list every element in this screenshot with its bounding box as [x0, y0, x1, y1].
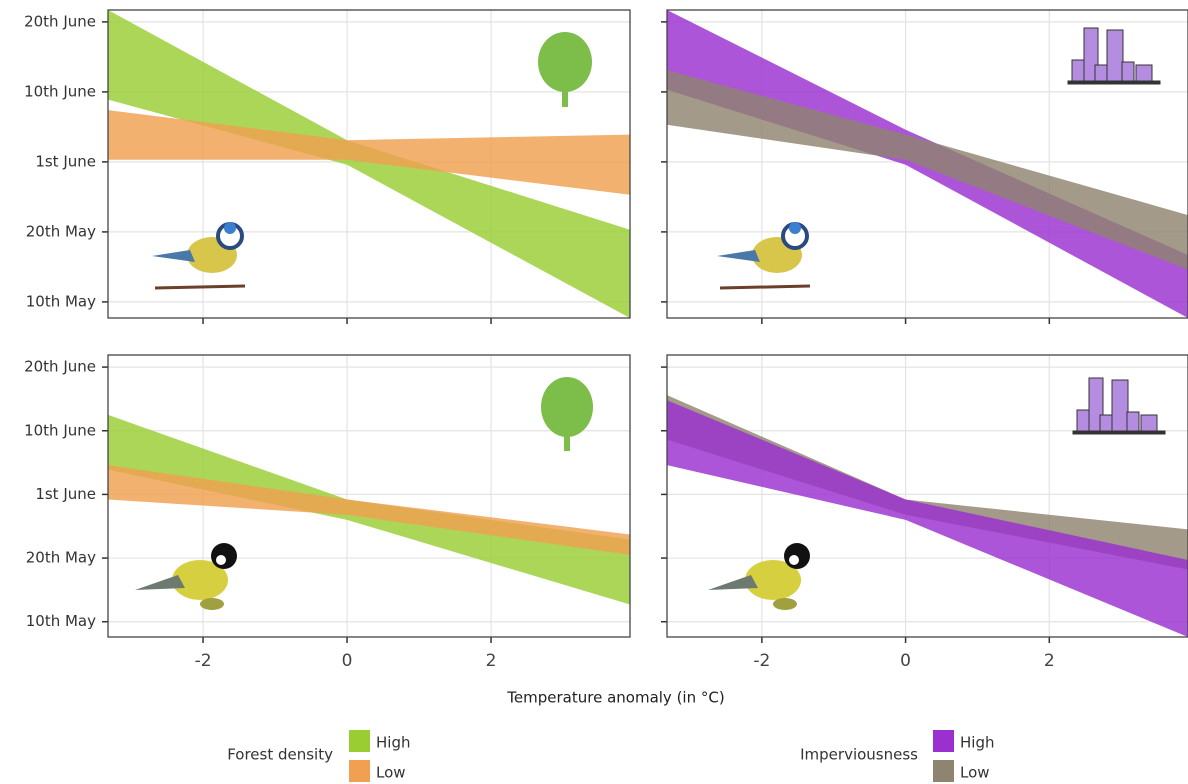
x-tick-label: 0 [342, 651, 353, 671]
legend-swatch [933, 760, 954, 782]
legend-swatch [349, 730, 370, 752]
y-tick-label: 10th June [24, 82, 96, 100]
legend-swatch [349, 760, 370, 782]
y-tick-label: 20th May [26, 222, 96, 240]
x-axis-label: Temperature anomaly (in °C) [506, 689, 724, 707]
y-tick-label: 20th May [26, 549, 96, 567]
legend-label: High [960, 734, 994, 752]
figure: 10th May 20th May 1st June 10th June 20th Ju… [0, 0, 1188, 784]
legend-swatch [933, 730, 954, 752]
legend-label: Low [376, 764, 406, 782]
legend-label: High [376, 734, 410, 752]
x-tick-label: 2 [486, 651, 497, 671]
legend-title: Imperviousness [800, 746, 918, 764]
legend-label: Low [960, 764, 990, 782]
panel: -2 0 2 [661, 355, 1188, 671]
y-tick-label: 20th June [24, 12, 96, 30]
y-tick-label: 1st June [35, 152, 96, 170]
y-tick-label: 10th May [26, 292, 96, 310]
x-tick-label: -2 [753, 651, 770, 671]
y-tick-label: 10th June [24, 421, 96, 439]
y-tick-label: 10th May [26, 612, 96, 630]
panel: -2 0 2 10th May 20th May 1st June 10th June 20t… [24, 355, 630, 671]
legends: Forest density High Low Imperviousness High L… [227, 730, 994, 782]
x-tick-label: -2 [195, 651, 212, 671]
x-tick-label: 0 [900, 651, 911, 671]
x-tick-label: 2 [1044, 651, 1055, 671]
y-tick-label: 1st June [35, 485, 96, 503]
y-tick-label: 20th June [24, 358, 96, 376]
legend-title: Forest density [227, 746, 333, 764]
